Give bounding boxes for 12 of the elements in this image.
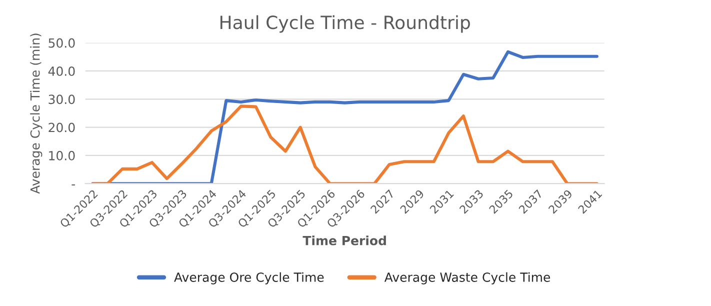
x-axis-title: Time Period [302,236,386,246]
legend-label: Average Waste Cycle Time [384,272,550,284]
legend-label: Average Ore Cycle Time [174,272,324,284]
y-tick-label: 30.0 [48,94,75,104]
y-tick-label: 40.0 [48,66,75,76]
y-axis-title: Average Cycle Time (min) [30,34,42,194]
y-tick-label: 50.0 [48,38,75,48]
y-tick-label: 10.0 [49,150,75,160]
y-tick-label: 20.0 [48,122,75,132]
y-tick-label: - [72,184,75,186]
line-series [91,104,598,184]
chart-title: Haul Cycle Time - Roundtrip [220,15,470,33]
